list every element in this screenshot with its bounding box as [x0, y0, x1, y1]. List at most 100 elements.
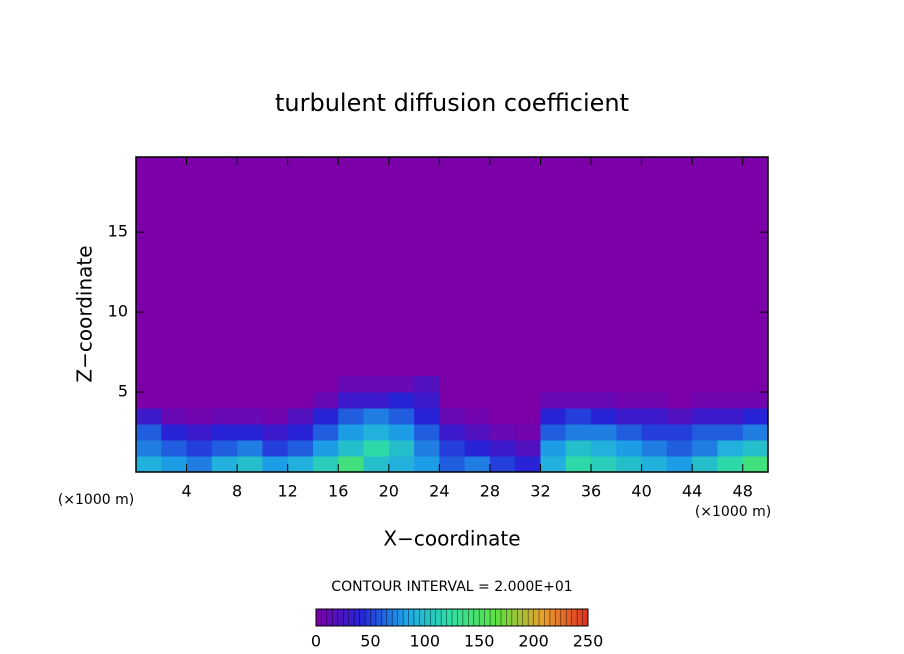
field-cell [262, 376, 289, 393]
field-cell [439, 424, 466, 441]
field-cell [237, 392, 263, 409]
field-cell [312, 440, 339, 457]
field-cell [262, 424, 289, 441]
field-cell [591, 456, 617, 473]
field-cell [641, 456, 668, 473]
field-cell [666, 376, 693, 393]
field-cell [161, 408, 188, 425]
field-cell [464, 408, 491, 425]
field-cell [641, 424, 668, 441]
field-cell [515, 376, 541, 393]
field-cell [312, 408, 339, 425]
field-cell [717, 408, 744, 425]
field-cell [742, 408, 769, 425]
field-cell [161, 456, 188, 473]
field-cell [464, 456, 491, 473]
x-tick-label: 36 [581, 482, 601, 501]
field-cell [363, 408, 390, 425]
x-unit-label: (×1000 m) [695, 504, 771, 520]
field-cell [161, 440, 188, 457]
field-cell [287, 376, 314, 393]
field-cell [338, 392, 365, 409]
field-cell [363, 456, 390, 473]
field-cell [489, 392, 516, 409]
field-cell [186, 456, 213, 473]
x-tick-label: 16 [328, 482, 348, 501]
field-cell [540, 376, 567, 393]
field-cell [211, 408, 238, 425]
field-cell [489, 376, 516, 393]
field-cell [692, 424, 718, 441]
colorbar-tick-label: 250 [573, 632, 604, 651]
x-unit-label: (×1000 m) [58, 492, 134, 508]
field-cell [211, 456, 238, 473]
field-cell [464, 392, 491, 409]
x-tick-label: 32 [530, 482, 550, 501]
field-cell [363, 392, 390, 409]
field-cell [237, 408, 263, 425]
field-cell [666, 392, 693, 409]
field-cell [186, 440, 213, 457]
y-tick-label: 5 [118, 382, 128, 401]
field-cell [641, 376, 668, 393]
field-cell [388, 440, 415, 457]
field-cell [237, 376, 263, 393]
field-cell [666, 408, 693, 425]
field-cell [540, 424, 567, 441]
colorbar-tick-label: 200 [518, 632, 549, 651]
field-cell [338, 424, 365, 441]
x-tick-label: 28 [480, 482, 500, 501]
field-cell [439, 376, 466, 393]
field-cell [161, 376, 188, 393]
field-cell [540, 408, 567, 425]
field-cell [136, 408, 162, 425]
field-cell [616, 456, 643, 473]
field-cell [616, 440, 643, 457]
field-cell [515, 456, 541, 473]
field-cell [616, 424, 643, 441]
field-cell [363, 376, 390, 393]
field-cell [591, 392, 617, 409]
field-cell [161, 392, 188, 409]
field-cell [211, 440, 238, 457]
field-cell [515, 408, 541, 425]
field-cell [692, 376, 718, 393]
field-cell [540, 440, 567, 457]
field-cell [591, 440, 617, 457]
field-cell [338, 456, 365, 473]
field-cell [591, 424, 617, 441]
colorbar-tick-label: 100 [410, 632, 441, 651]
x-tick-label: 12 [278, 482, 298, 501]
field-cell [287, 440, 314, 457]
x-axis-label: X−coordinate [383, 527, 520, 551]
field-cell [616, 376, 643, 393]
y-axis-label: Z−coordinate [73, 245, 97, 382]
field-cell [388, 424, 415, 441]
field-cell [312, 392, 339, 409]
field-cell [262, 440, 289, 457]
field-cell [363, 424, 390, 441]
field-cell [338, 440, 365, 457]
field-cell [136, 456, 162, 473]
field-cell [464, 440, 491, 457]
field-cell [136, 424, 162, 441]
y-tick-label: 15 [108, 222, 128, 241]
field-cell [186, 376, 213, 393]
field-cell [338, 376, 365, 393]
field-cell [287, 424, 314, 441]
field-cell [742, 392, 769, 409]
field-cell [641, 392, 668, 409]
field-cell [591, 376, 617, 393]
field-cell [641, 440, 668, 457]
field-cell [717, 392, 744, 409]
y-tick-label: 10 [108, 302, 128, 321]
field-cell [388, 392, 415, 409]
field-cell [666, 440, 693, 457]
field-cell [237, 424, 263, 441]
field-cell [414, 440, 440, 457]
field-cell [742, 456, 769, 473]
x-tick-label: 4 [181, 482, 191, 501]
field-cell [717, 376, 744, 393]
field-cell [616, 392, 643, 409]
